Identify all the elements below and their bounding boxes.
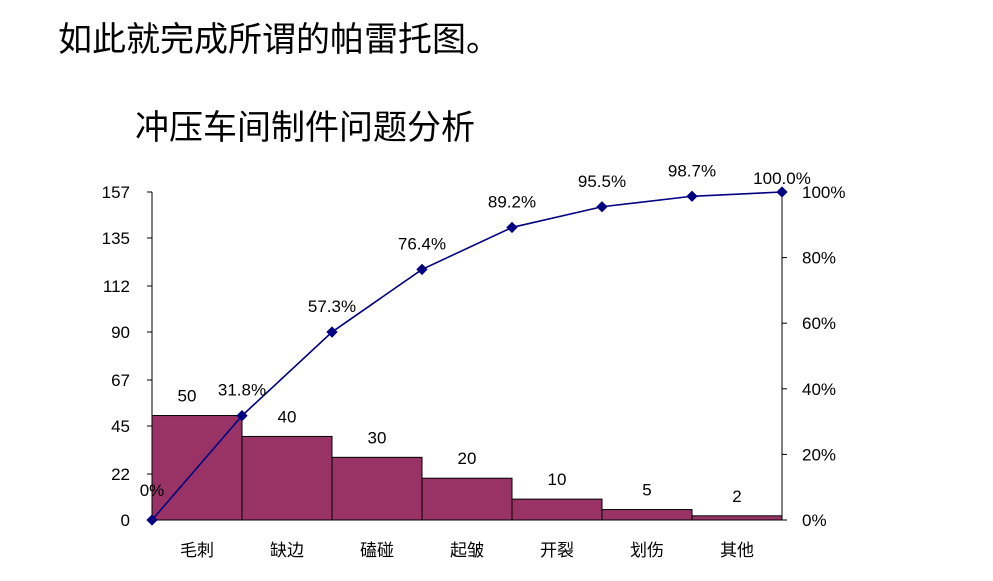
x-category-label: 划伤 — [630, 541, 664, 561]
cumulative-percent-label: 76.4% — [398, 234, 446, 253]
chart-title: 冲压车间制件问题分析 — [135, 108, 475, 148]
cumulative-percent-label: 100.0% — [753, 169, 811, 188]
x-category-label: 起皱 — [450, 541, 484, 561]
y-left-tick-label: 45 — [111, 417, 130, 436]
cumulative-point — [596, 201, 608, 213]
bar — [331, 456, 423, 521]
cumulative-line — [151, 191, 783, 521]
cumulative-point — [326, 326, 338, 338]
bar-value-label: 50 — [178, 387, 197, 406]
bar-value-label: 10 — [548, 470, 567, 489]
bar-value-label: 30 — [368, 428, 387, 447]
cumulative-percent-label: 89.2% — [488, 192, 536, 211]
y-right-tick-label: 60% — [802, 314, 836, 333]
y-left-tick-label: 90 — [111, 323, 130, 342]
x-category-label: 缺边 — [270, 541, 304, 561]
page-heading: 如此就完成所谓的帕雷托图。 — [58, 20, 500, 60]
cumulative-percent-label: 98.7% — [668, 161, 716, 180]
y-right-tick-label: 40% — [802, 380, 836, 399]
cumulative-percent-label: 95.5% — [578, 172, 626, 191]
y-right-tick-label: 20% — [802, 445, 836, 464]
y-left-tick-label: 135 — [102, 229, 130, 248]
cumulative-point — [506, 221, 518, 234]
bar-value-label: 20 — [458, 449, 477, 468]
cumulative-percent-label: 31.8% — [218, 381, 266, 400]
y-left-tick-label: 157 — [102, 183, 130, 202]
y-left-tick-label: 112 — [103, 277, 130, 296]
x-category-label: 其他 — [720, 541, 754, 561]
y-right-tick-label: 0% — [802, 511, 827, 530]
y-left-tick-label: 22 — [111, 465, 130, 484]
cumulative-point — [416, 263, 428, 276]
x-category-label: 开裂 — [540, 541, 574, 561]
y-right-tick-label: 80% — [802, 249, 836, 268]
y-left-tick-label: 0 — [121, 511, 130, 530]
x-category-label: 磕碰 — [360, 541, 394, 561]
cumulative-point — [686, 190, 698, 202]
bar-value-label: 2 — [732, 487, 741, 506]
x-category-label: 毛刺 — [180, 541, 214, 561]
bar — [421, 477, 513, 521]
y-right-tick-label: 100% — [802, 183, 845, 202]
cumulative-percent-label: 57.3% — [308, 297, 356, 316]
bar — [241, 435, 333, 521]
bar-value-label: 5 — [642, 481, 651, 500]
bar — [511, 498, 603, 521]
bar-value-label: 40 — [278, 407, 297, 426]
cumulative-point — [146, 514, 158, 526]
cumulative-start-label: 0% — [140, 481, 165, 500]
cumulative-point — [776, 186, 788, 198]
bar — [691, 515, 783, 521]
cumulative-point — [236, 410, 248, 422]
bar — [601, 509, 693, 521]
y-left-tick-label: 67 — [111, 371, 130, 390]
